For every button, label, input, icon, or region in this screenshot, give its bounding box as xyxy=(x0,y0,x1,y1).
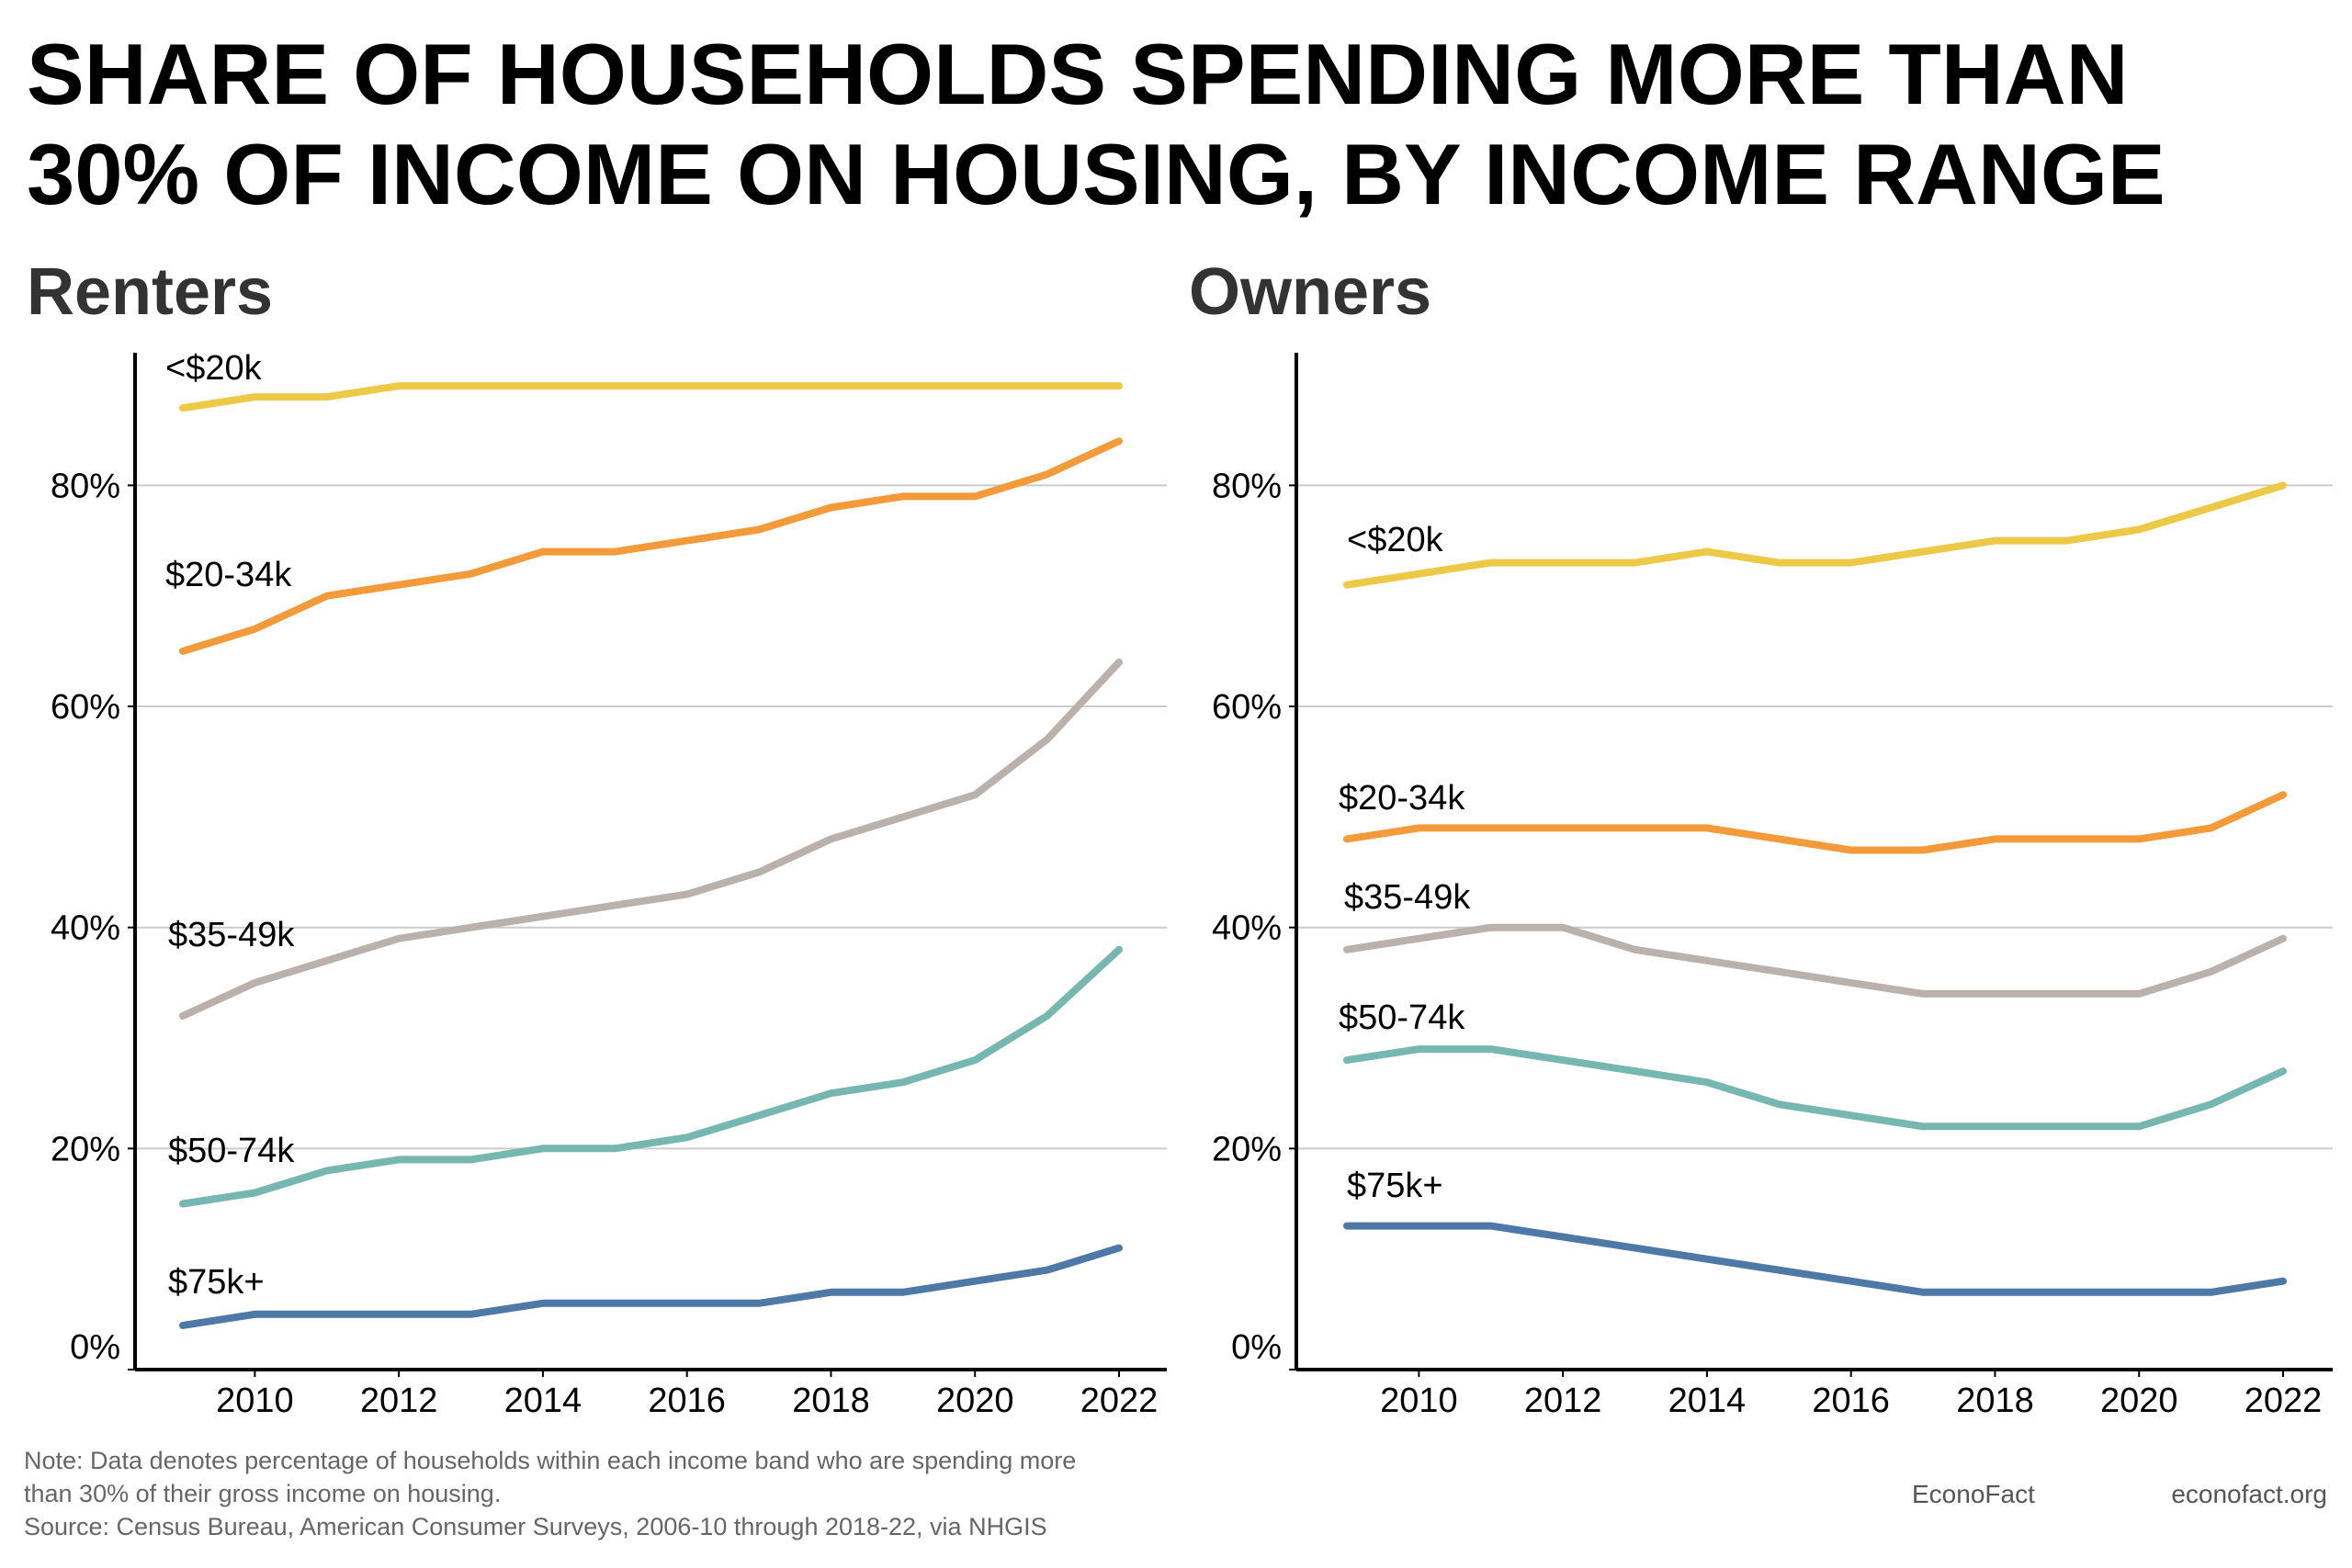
series-line-0 xyxy=(1343,481,2287,589)
x-tick-label: 2022 xyxy=(1080,1382,1159,1420)
series-label: $50-74k xyxy=(168,1132,295,1170)
x-tick-label: 2022 xyxy=(2245,1382,2323,1420)
x-tick-label: 2018 xyxy=(1956,1382,2034,1420)
x-tick-label: 2010 xyxy=(1380,1382,1458,1420)
y-tick-label: 80% xyxy=(1212,467,1282,505)
panel-title: Renters xyxy=(27,255,273,329)
y-tick-label: 0% xyxy=(70,1328,120,1367)
source-line: Source: Census Bureau, American Consumer… xyxy=(24,1513,1047,1540)
x-tick-label: 2016 xyxy=(1812,1382,1890,1420)
note-line-2: than 30% of their gross income on housin… xyxy=(24,1480,501,1507)
series-line-1 xyxy=(1343,791,2287,854)
series-line-2 xyxy=(1343,923,2287,998)
series-label: $35-49k xyxy=(168,916,295,954)
series-label: $35-49k xyxy=(1344,878,1471,917)
series-line-3 xyxy=(179,945,1123,1208)
series-label: $75k+ xyxy=(168,1263,265,1302)
series-line-0 xyxy=(179,382,1123,412)
chart-title-line-2: 30% OF INCOME ON HOUSING, BY INCOME RANG… xyxy=(27,126,2165,222)
chart-title-line-1: SHARE OF HOUSEHOLDS SPENDING MORE THAN xyxy=(27,26,2129,122)
credit-url: econofact.org xyxy=(2171,1480,2327,1508)
series-line-4 xyxy=(1343,1222,2287,1296)
x-tick-label: 2014 xyxy=(1668,1382,1747,1420)
panel-owners: Owners 0% 20% 40% 60% 80% 2010 2012 2014 2016 2018… xyxy=(1189,255,2333,1420)
series-label: <$20k xyxy=(165,349,263,388)
series-label: $20-34k xyxy=(165,556,292,594)
y-tick-label: 20% xyxy=(1212,1130,1282,1168)
series-label: <$20k xyxy=(1347,521,1444,559)
series-label: $75k+ xyxy=(1347,1167,1443,1205)
series-label: $20-34k xyxy=(1339,779,1465,818)
y-tick-label: 20% xyxy=(51,1130,120,1168)
series-line-2 xyxy=(179,658,1123,1020)
series-label: $50-74k xyxy=(1339,998,1465,1037)
x-tick-label: 2012 xyxy=(1524,1382,1602,1420)
x-tick-label: 2010 xyxy=(216,1382,294,1420)
y-tick-label: 80% xyxy=(51,467,120,505)
x-tick-label: 2014 xyxy=(504,1382,582,1420)
x-tick-label: 2018 xyxy=(792,1382,870,1420)
panel-renters: Renters 0% 20% 40% 60% 80% 2010 2012 2014 2016 201… xyxy=(27,255,1167,1420)
note-line-1: Note: Data denotes percentage of househo… xyxy=(24,1447,1076,1474)
credit-econofact: EconoFact xyxy=(1912,1480,2035,1508)
x-tick-label: 2016 xyxy=(648,1382,726,1420)
series-line-3 xyxy=(1343,1045,2287,1131)
y-tick-label: 60% xyxy=(1212,688,1282,727)
y-tick-label: 40% xyxy=(51,909,120,948)
x-tick-label: 2020 xyxy=(2100,1382,2178,1420)
x-tick-label: 2020 xyxy=(936,1382,1014,1420)
panel-title: Owners xyxy=(1189,255,1431,329)
y-tick-label: 60% xyxy=(51,688,120,727)
y-tick-label: 40% xyxy=(1212,909,1282,948)
series-line-4 xyxy=(179,1244,1123,1329)
series-line-1 xyxy=(179,437,1123,655)
x-tick-label: 2012 xyxy=(360,1382,438,1420)
y-tick-label: 0% xyxy=(1231,1328,1282,1367)
